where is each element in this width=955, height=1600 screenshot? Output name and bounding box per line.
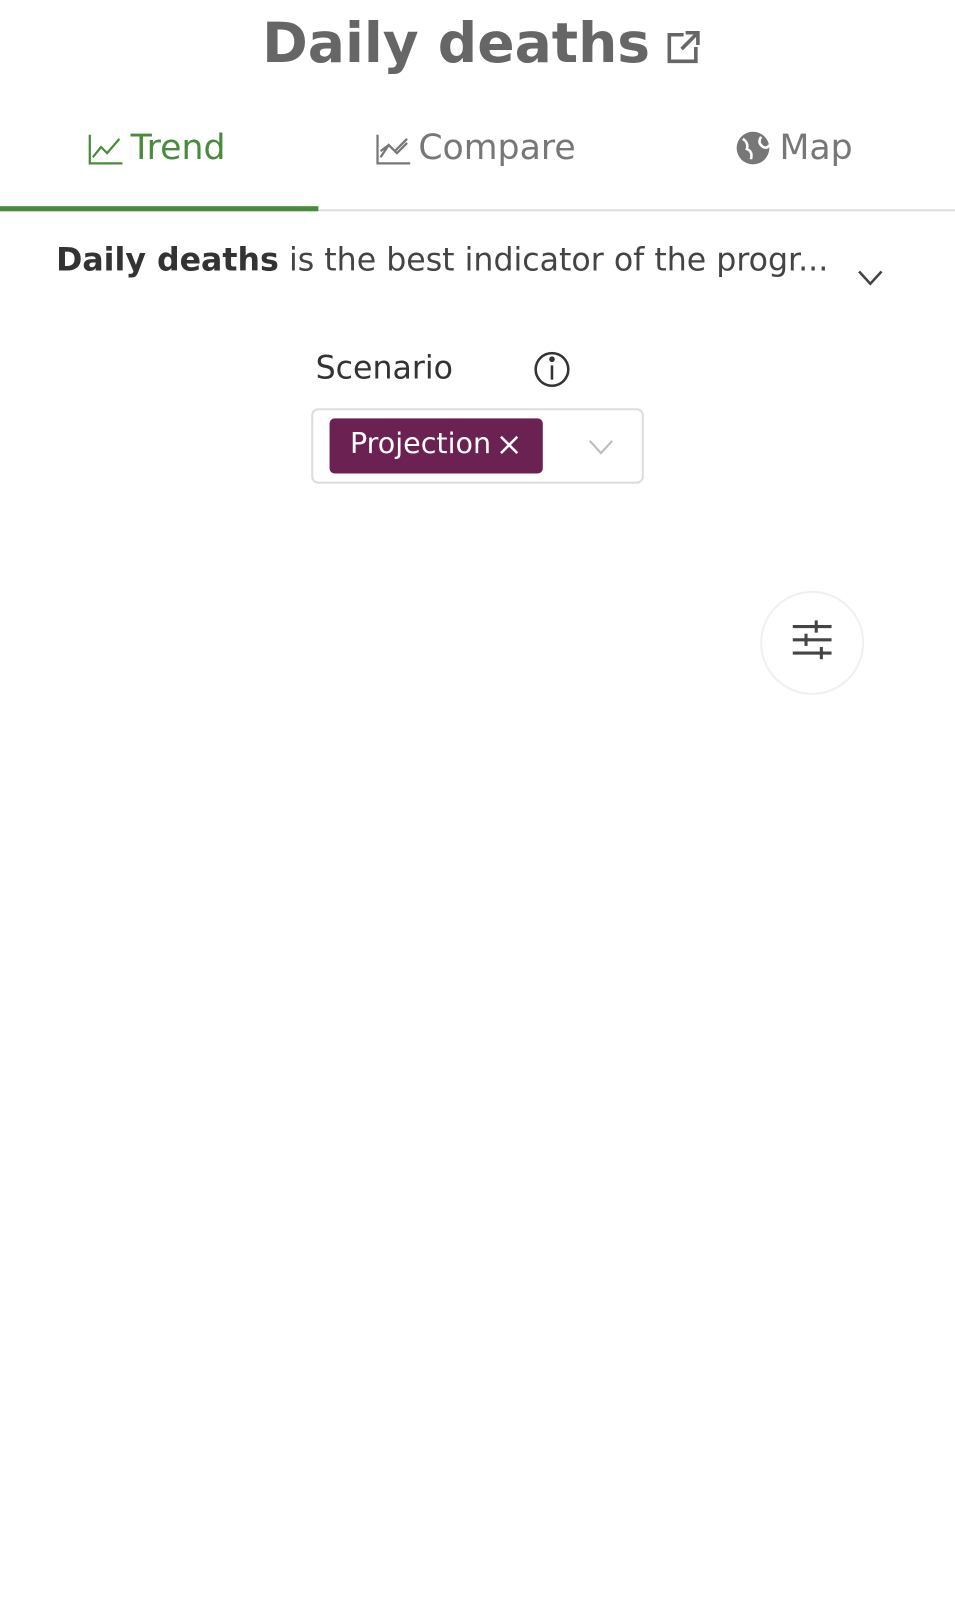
trend-icon — [88, 134, 123, 165]
compare-icon — [376, 134, 411, 165]
description[interactable]: Daily deaths is the best indicator of the… — [56, 242, 828, 278]
chart-settings[interactable] — [760, 590, 865, 695]
scenario-label: Scenario — [316, 350, 453, 386]
tab-compare[interactable]: Compare — [376, 128, 576, 168]
select-chevron[interactable] — [588, 440, 613, 455]
external-link-icon[interactable] — [667, 30, 700, 64]
description-text: is the best indicator of the progr... — [289, 242, 828, 278]
page-title: Daily deaths — [262, 11, 650, 75]
active-tab-indicator — [0, 206, 319, 212]
scenario-chip[interactable] — [329, 418, 543, 474]
tab-label: Compare — [418, 128, 575, 168]
tab-trend[interactable]: Trend — [88, 128, 226, 168]
tab-label: Map — [780, 128, 853, 168]
description-bold: Daily deaths — [56, 242, 279, 278]
chip-remove[interactable] — [500, 435, 519, 455]
tab-map[interactable]: Map — [736, 128, 853, 168]
globe-detail — [742, 136, 771, 160]
info-icon[interactable] — [534, 351, 570, 388]
tab-label: Trend — [130, 128, 226, 168]
chip-label: Projection — [350, 426, 491, 460]
expand-chevron[interactable] — [858, 270, 883, 286]
